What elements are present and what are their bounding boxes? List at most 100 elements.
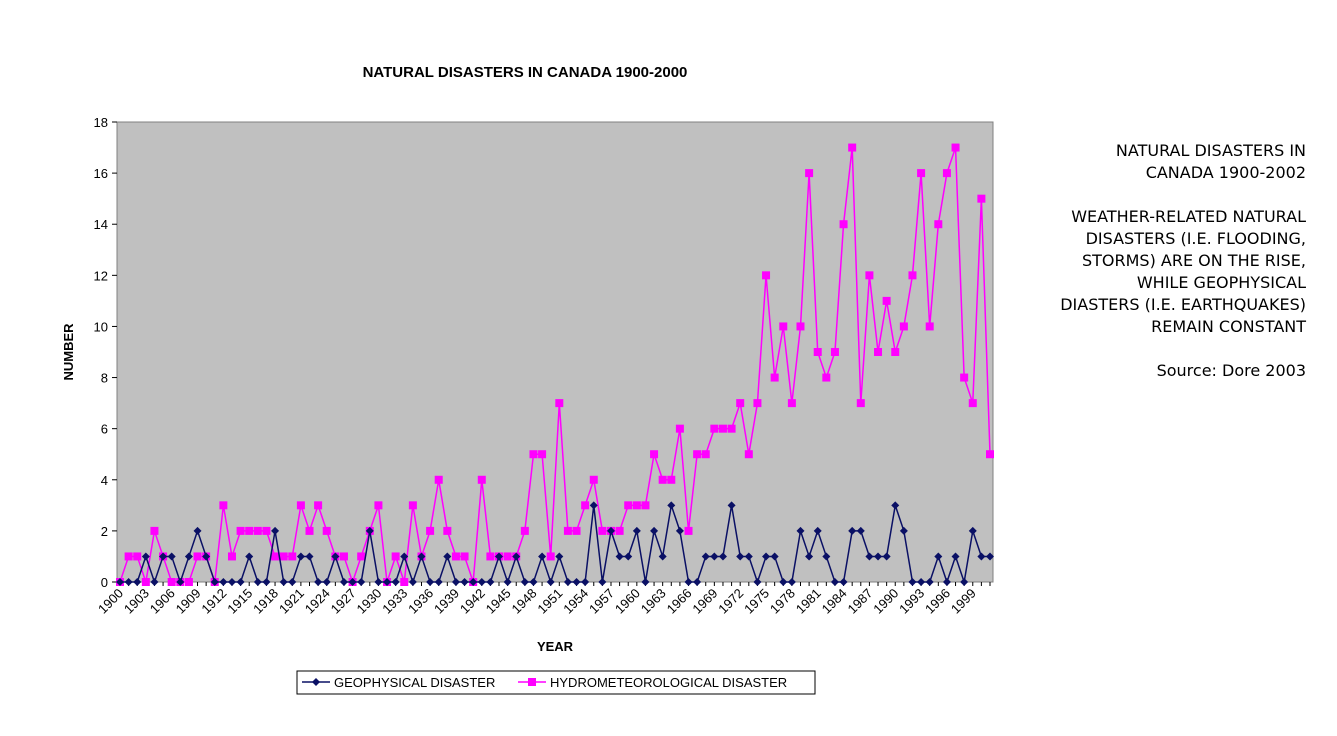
data-point: [848, 143, 857, 152]
x-tick-label: 1921: [276, 586, 307, 617]
x-tick-label: 1927: [328, 586, 359, 617]
y-tick-label: 16: [94, 166, 108, 181]
data-point: [908, 271, 917, 280]
data-point: [770, 373, 779, 382]
data-point: [615, 526, 624, 535]
data-point: [150, 526, 159, 535]
data-point: [925, 578, 934, 586]
x-tick-label: 1984: [819, 586, 850, 617]
data-point: [753, 578, 762, 586]
y-tick-label: 18: [94, 115, 108, 130]
data-point: [314, 578, 323, 586]
x-tick-label: 1909: [173, 586, 204, 617]
data-point: [572, 526, 581, 535]
data-point: [279, 552, 288, 561]
side-note-body-line: REMAIN CONSTANT: [1151, 317, 1306, 336]
data-point: [503, 552, 512, 561]
data-point: [856, 526, 865, 535]
data-point: [624, 552, 633, 561]
legend-geophysical-marker: [312, 678, 320, 686]
data-point: [848, 526, 857, 535]
data-point: [538, 450, 547, 459]
data-point: [917, 169, 926, 178]
data-point: [236, 526, 245, 535]
data-point: [727, 501, 736, 510]
data-point: [856, 399, 865, 408]
data-point: [460, 578, 469, 586]
data-point: [865, 271, 874, 280]
data-point: [942, 169, 951, 178]
data-point: [762, 271, 771, 280]
data-point: [813, 526, 822, 535]
data-point: [684, 578, 693, 586]
data-point: [141, 552, 150, 561]
data-point: [305, 526, 314, 535]
data-point: [227, 578, 236, 586]
data-point: [150, 578, 159, 586]
data-point: [262, 578, 271, 586]
data-point: [314, 501, 323, 510]
data-point: [899, 526, 908, 535]
data-point: [529, 450, 538, 459]
x-tick-label: 1966: [664, 586, 695, 617]
x-tick-label: 1963: [638, 586, 669, 617]
data-point: [400, 578, 409, 586]
y-tick-label: 14: [94, 217, 108, 232]
data-point: [960, 373, 969, 382]
data-point: [477, 578, 486, 586]
x-tick-label: 1915: [224, 586, 255, 617]
data-point: [546, 578, 555, 586]
y-tick-label: 2: [101, 524, 108, 539]
data-point: [374, 501, 383, 510]
data-point: [116, 578, 124, 586]
x-tick-label: 1975: [741, 586, 772, 617]
data-point: [279, 578, 288, 586]
data-point: [744, 552, 753, 561]
data-point: [701, 552, 710, 561]
x-axis-label: YEAR: [537, 639, 574, 654]
data-point: [934, 220, 943, 229]
data-point: [882, 552, 891, 561]
data-point: [718, 552, 727, 561]
x-tick-label: 1912: [198, 586, 229, 617]
data-point: [822, 373, 831, 382]
data-point: [322, 578, 331, 586]
x-tick-label: 1924: [302, 586, 333, 617]
x-tick-label: 1906: [147, 586, 178, 617]
x-tick-label: 1972: [715, 586, 746, 617]
x-tick-label: 1951: [534, 586, 565, 617]
y-axis-label: NUMBER: [61, 323, 76, 381]
x-tick-label: 1999: [948, 586, 979, 617]
data-point: [546, 552, 555, 561]
data-point: [563, 526, 572, 535]
data-point: [899, 322, 908, 331]
data-point: [184, 578, 193, 586]
side-note-body-line: STORMS) ARE ON THE RISE,: [1081, 251, 1306, 270]
side-note-heading-line: NATURAL DISASTERS IN: [1115, 141, 1306, 160]
data-point: [486, 552, 495, 561]
x-tick-label: 1933: [379, 586, 410, 617]
data-point: [882, 296, 891, 305]
data-point: [133, 552, 142, 561]
y-tick-label: 12: [94, 268, 108, 283]
data-point: [426, 578, 435, 586]
legend-geophysical-label: GEOPHYSICAL DISASTER: [334, 675, 495, 690]
x-tick-label: 1987: [844, 586, 875, 617]
data-point: [805, 169, 814, 178]
data-point: [572, 578, 581, 586]
x-tick-label: 1993: [896, 586, 927, 617]
y-tick-label: 6: [101, 422, 108, 437]
data-point: [365, 526, 374, 535]
data-point: [167, 552, 176, 561]
data-point: [813, 348, 822, 356]
data-point: [434, 578, 443, 586]
data-point: [227, 552, 236, 561]
data-point: [443, 526, 452, 535]
x-tick-label: 1954: [560, 586, 591, 617]
x-tick-label: 1903: [121, 586, 152, 617]
data-point: [538, 552, 547, 561]
data-point: [262, 526, 271, 535]
data-point: [977, 194, 986, 203]
data-point: [581, 578, 590, 586]
data-point: [193, 526, 202, 535]
